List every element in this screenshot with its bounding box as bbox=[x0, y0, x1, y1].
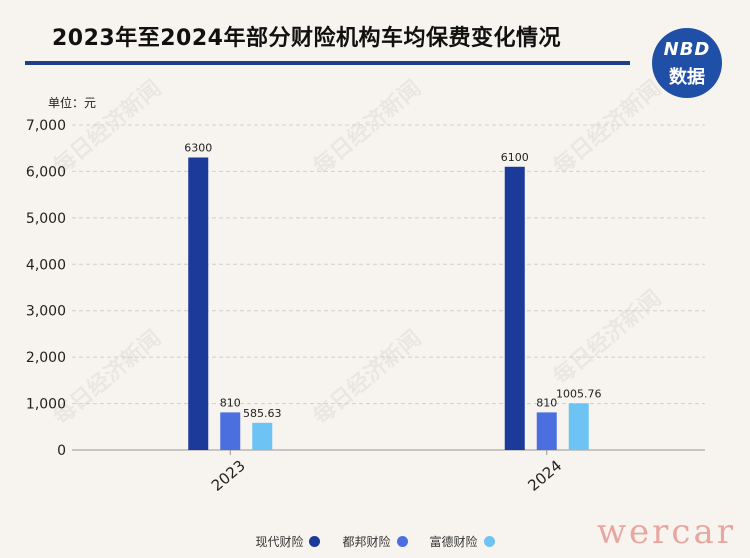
y-tick-label: 6,000 bbox=[26, 164, 66, 180]
data-label: 1005.76 bbox=[556, 387, 602, 400]
y-tick-label: 2,000 bbox=[26, 350, 66, 366]
y-tick-label: 4,000 bbox=[26, 257, 66, 273]
bar bbox=[220, 412, 241, 450]
y-tick-label: 1,000 bbox=[26, 397, 66, 413]
data-label: 585.63 bbox=[243, 407, 282, 420]
legend-item[interactable]: 现代财险 bbox=[255, 533, 321, 550]
legend-item[interactable]: 富德财险 bbox=[430, 533, 495, 550]
x-tick-label: 2024 bbox=[524, 457, 565, 495]
legend-swatch bbox=[483, 536, 495, 547]
logo-line1: NBD bbox=[663, 39, 711, 60]
bar bbox=[504, 166, 525, 451]
x-tick-label: 2023 bbox=[208, 457, 249, 495]
corner-watermark: wercar bbox=[596, 512, 736, 552]
data-label: 6100 bbox=[501, 151, 529, 164]
legend-label: 现代财险 bbox=[255, 535, 304, 549]
bar bbox=[568, 403, 589, 450]
y-tick-label: 3,000 bbox=[26, 304, 66, 320]
y-tick-label: 7,000 bbox=[26, 118, 66, 134]
data-label: 810 bbox=[536, 396, 557, 409]
y-tick-label: 5,000 bbox=[26, 211, 66, 227]
title-underline bbox=[25, 61, 630, 65]
nbd-logo: NBD 数据 bbox=[652, 28, 722, 98]
data-label: 810 bbox=[220, 396, 241, 409]
bar bbox=[252, 422, 273, 450]
y-tick-label: 0 bbox=[57, 443, 66, 459]
bar bbox=[188, 157, 209, 450]
legend-item[interactable]: 都邦财险 bbox=[342, 533, 408, 550]
legend: 现代财险 都邦财险 富德财险 bbox=[0, 533, 750, 550]
chart-title: 2023年至2024年部分财险机构车均保费变化情况 bbox=[52, 26, 561, 51]
legend-label: 都邦财险 bbox=[342, 535, 391, 549]
data-label: 6300 bbox=[184, 142, 212, 155]
bar bbox=[536, 412, 557, 450]
logo-line2: 数据 bbox=[669, 67, 705, 88]
legend-swatch bbox=[396, 536, 408, 547]
legend-swatch bbox=[309, 536, 321, 547]
legend-label: 富德财险 bbox=[429, 535, 478, 549]
unit-label: 单位：元 bbox=[48, 96, 97, 110]
